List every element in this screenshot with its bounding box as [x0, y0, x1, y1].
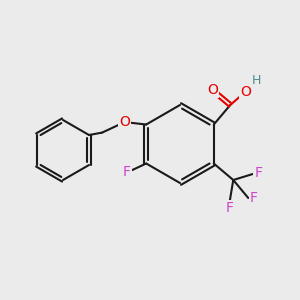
Text: O: O: [240, 85, 251, 99]
Text: O: O: [207, 83, 218, 97]
Text: F: F: [123, 166, 131, 179]
Text: H: H: [252, 74, 261, 88]
Text: F: F: [254, 167, 262, 180]
Text: F: F: [226, 201, 234, 215]
Text: F: F: [250, 191, 258, 205]
Text: O: O: [119, 115, 130, 129]
